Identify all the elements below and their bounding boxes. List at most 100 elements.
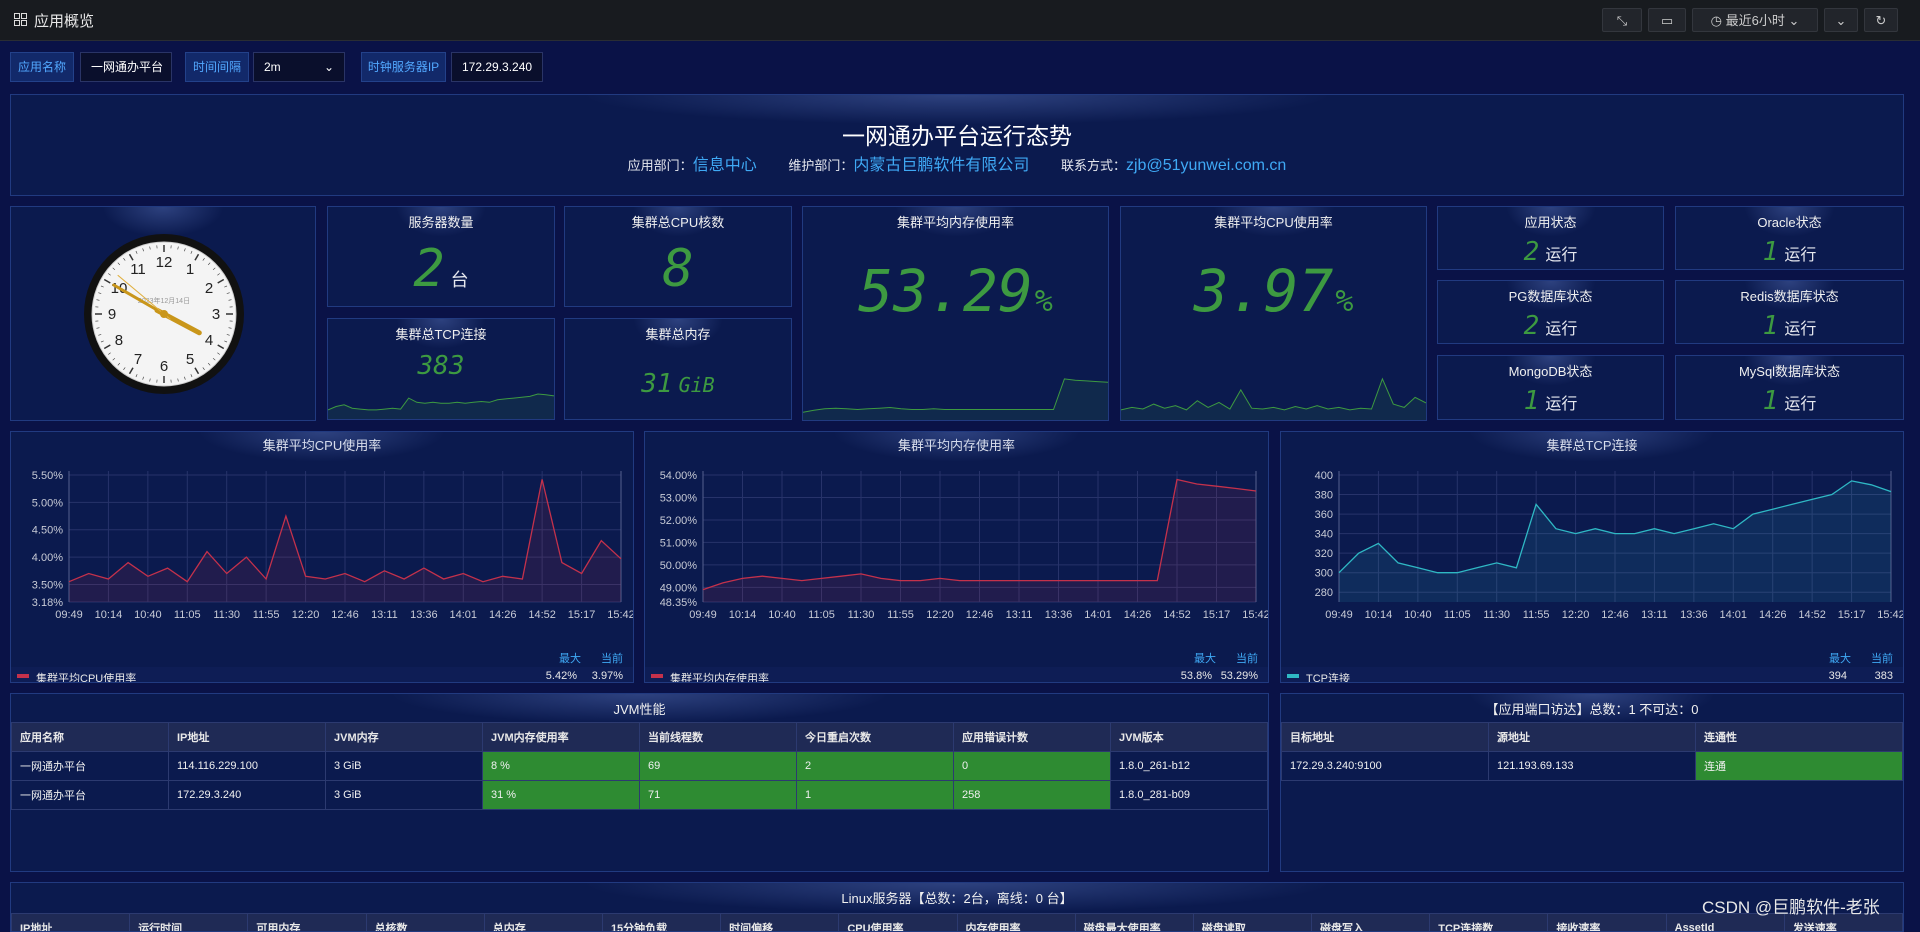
chart-title: 集群平均CPU使用率 — [263, 438, 381, 453]
x-tick-label: 09:49 — [1325, 609, 1353, 621]
stat-title: 集群总CPU核数 — [565, 212, 791, 231]
table-cell: 31 % — [483, 781, 640, 810]
x-tick-label: 13:11 — [371, 609, 398, 621]
legend-header: 当前 — [1871, 650, 1893, 666]
stat-title: 集群总内存 — [565, 324, 791, 343]
legend-header: 最大 — [559, 650, 581, 666]
x-tick-label: 14:26 — [1759, 609, 1787, 621]
field-value: 内蒙古巨鹏软件有限公司 — [853, 157, 1029, 174]
table-cell: 2 — [797, 752, 954, 781]
column-header: 应用错误计数 — [954, 723, 1111, 752]
stat-value: 53.29 — [858, 257, 1033, 325]
clock: 2023年12月14日 121234567891011 — [11, 207, 316, 421]
column-header: 磁盘读取 — [1193, 914, 1311, 932]
clock-pin — [160, 310, 168, 318]
clock-number: 5 — [186, 351, 194, 368]
field-label: 维护部门： — [788, 158, 853, 173]
filter-value: 2m — [264, 60, 281, 74]
table-cell: 172.29.3.240:9100 — [1282, 752, 1489, 781]
y-tick-label: 4.00% — [32, 552, 63, 564]
x-tick-label: 14:01 — [1720, 609, 1748, 621]
table-cell: 121.193.69.133 — [1489, 752, 1696, 781]
panel-title: 【应用端口访达】总数：1 不可达：0 — [1281, 699, 1903, 718]
table-cell: 一网通办平台 — [12, 781, 169, 810]
clock-number: 6 — [160, 358, 168, 375]
y-tick-label: 49.00% — [660, 582, 698, 594]
y-tick-label: 48.35% — [660, 597, 698, 609]
legend-name: 集群平均CPU使用率 — [36, 670, 136, 683]
table-cell: 连通 — [1696, 752, 1903, 781]
status-value: 1 — [1763, 237, 1779, 267]
stat-title: 集群平均内存使用率 — [803, 212, 1108, 231]
column-header: 源地址 — [1489, 723, 1696, 752]
table-cell: 71 — [640, 781, 797, 810]
status-state: 运行 — [1784, 321, 1816, 338]
column-header: 磁盘最大使用率 — [1075, 914, 1193, 932]
stat-value: 2 — [413, 239, 444, 299]
x-tick-label: 12:20 — [292, 609, 320, 621]
table-header-row: 目标地址源地址连通性 — [1282, 723, 1903, 752]
column-header: 应用名称 — [12, 723, 169, 752]
clock-number: 11 — [130, 261, 146, 278]
x-tick-label: 09:49 — [55, 609, 83, 621]
collapse-button[interactable]: ⤡ — [1602, 8, 1642, 32]
filter-select[interactable]: 2m⌄ — [253, 52, 345, 82]
column-header: JVM版本 — [1111, 723, 1268, 752]
line-chart: 集群平均CPU使用率3.18%3.50%4.00%4.50%5.00%5.50%… — [11, 432, 633, 682]
filter-value[interactable]: 一网通办平台 — [80, 52, 172, 82]
tv-button[interactable]: ▭ — [1648, 8, 1686, 32]
y-tick-label: 5.00% — [32, 497, 63, 509]
stat-panel: 集群总CPU核数 8 — [564, 206, 792, 307]
table-cell: 258 — [954, 781, 1111, 810]
filter-value[interactable]: 172.29.3.240 — [451, 52, 543, 82]
status-value: 2 — [1524, 237, 1540, 267]
x-tick-label: 14:26 — [489, 609, 517, 621]
table-cell: 1 — [797, 781, 954, 810]
stat-unit: GiB — [679, 373, 715, 397]
stat-panel: 集群总TCP连接 383 — [327, 318, 555, 420]
x-tick-label: 11:55 — [1523, 609, 1550, 621]
refresh-button[interactable]: ↻ — [1864, 8, 1898, 32]
stat-value-row: 53.29% — [803, 257, 1108, 325]
clock-number: 4 — [205, 332, 213, 349]
time-picker[interactable]: ◷ 最近6小时 ⌄ — [1692, 8, 1818, 32]
legend-header: 最大 — [1194, 650, 1216, 666]
dropdown-button[interactable]: ⌄ — [1824, 8, 1858, 32]
column-header: 当前线程数 — [640, 723, 797, 752]
clock-panel: 2023年12月14日 121234567891011 — [10, 206, 316, 421]
column-header: IP地址 — [169, 723, 326, 752]
x-tick-label: 10:14 — [729, 609, 757, 621]
x-tick-label: 12:20 — [1562, 609, 1590, 621]
column-header: 运行时间 — [130, 914, 248, 932]
column-header: TCP连接数 — [1430, 914, 1548, 932]
legend-value: 53.8% — [1181, 670, 1212, 682]
clock-number: 3 — [212, 306, 220, 323]
filter-label: 应用名称 — [10, 52, 74, 82]
y-tick-label: 54.00% — [660, 470, 698, 482]
legend-swatch — [651, 674, 663, 678]
clock-number: 8 — [115, 332, 123, 349]
x-tick-label: 11:55 — [253, 609, 280, 621]
legend-name: 集群平均内存使用率 — [670, 670, 769, 683]
line-chart: 集群平均内存使用率48.35%49.00%50.00%51.00%52.00%5… — [645, 432, 1268, 682]
x-tick-label: 13:11 — [1641, 609, 1668, 621]
status-state: 运行 — [1784, 247, 1816, 264]
grid-icon — [14, 13, 27, 26]
stat-title: 集群平均CPU使用率 — [1121, 212, 1426, 231]
legend-header: 最大 — [1829, 650, 1851, 666]
